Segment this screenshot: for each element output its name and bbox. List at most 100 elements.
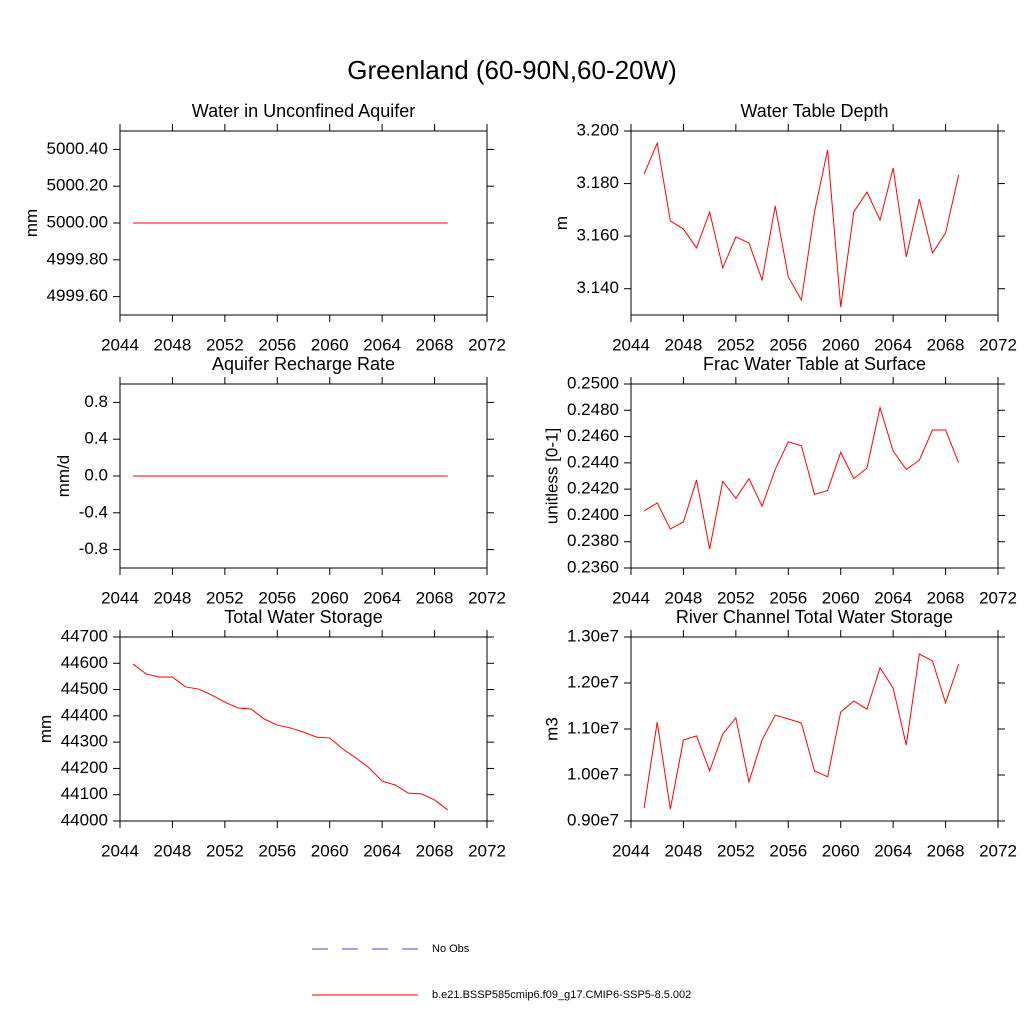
- panel-title: River Channel Total Water Storage: [676, 607, 953, 627]
- x-tick-label: 2064: [363, 841, 401, 860]
- x-tick-label: 2056: [258, 588, 296, 607]
- x-tick-label: 2060: [311, 335, 349, 354]
- x-tick-label: 2044: [101, 335, 139, 354]
- y-tick-label: 44600: [61, 653, 108, 672]
- y-tick-label: 44200: [61, 758, 108, 777]
- y-tick-label: 3.180: [576, 173, 619, 192]
- x-tick-label: 2060: [822, 588, 860, 607]
- x-tick-label: 2044: [612, 841, 650, 860]
- y-tick-label: 4999.60: [47, 286, 108, 305]
- x-tick-label: 2068: [927, 841, 965, 860]
- legend-label: b.e21.BSSP585cmip6.f09_g17.CMIP6-SSP5-8.…: [432, 989, 691, 1001]
- plot-frame: [630, 383, 999, 569]
- y-tick-label: 44500: [61, 679, 108, 698]
- data-line: [643, 141, 960, 308]
- y-tick-label: 0.90e7: [567, 810, 619, 829]
- x-tick-label: 2052: [717, 588, 755, 607]
- x-tick-label: 2044: [101, 841, 139, 860]
- x-tick-label: 2064: [363, 588, 401, 607]
- y-tick-label: 1.20e7: [567, 672, 619, 691]
- x-tick-label: 2044: [612, 588, 650, 607]
- y-tick-label: 0.2480: [567, 400, 619, 419]
- x-tick-label: 2068: [927, 588, 965, 607]
- x-tick-label: 2068: [416, 335, 454, 354]
- panel-title: Aquifer Recharge Rate: [212, 354, 395, 374]
- x-tick-label: 2056: [769, 588, 807, 607]
- plot-frame: [119, 130, 488, 316]
- y-tick-label: 5000.40: [47, 139, 108, 158]
- x-tick-label: 2064: [874, 841, 912, 860]
- plot-frame: [119, 383, 488, 569]
- data-line: [132, 663, 448, 811]
- x-tick-label: 2064: [363, 335, 401, 354]
- panel-title: Water in Unconfined Aquifer: [192, 101, 415, 121]
- y-tick-label: 4999.80: [47, 249, 108, 268]
- y-tick-label: -0.8: [79, 539, 108, 558]
- x-tick-label: 2048: [154, 588, 192, 607]
- x-tick-label: 2064: [874, 335, 912, 354]
- x-tick-label: 2060: [311, 841, 349, 860]
- y-tick-label: 3.200: [576, 120, 619, 139]
- x-tick-label: 2060: [311, 588, 349, 607]
- panel-title: Total Water Storage: [224, 607, 382, 627]
- x-tick-label: 2068: [416, 588, 454, 607]
- y-tick-label: 0.2500: [567, 373, 619, 392]
- x-tick-label: 2052: [717, 335, 755, 354]
- x-tick-label: 2044: [101, 588, 139, 607]
- y-tick-label: 1.00e7: [567, 764, 619, 783]
- y-axis-label: mm: [22, 209, 41, 237]
- plot-frame: [630, 130, 999, 316]
- x-tick-label: 2056: [769, 335, 807, 354]
- x-tick-label: 2072: [468, 841, 506, 860]
- y-tick-label: 0.4: [84, 429, 108, 448]
- y-axis-label: mm/d: [54, 455, 73, 498]
- x-tick-label: 2048: [665, 335, 703, 354]
- data-line: [643, 653, 960, 810]
- y-tick-label: -0.4: [79, 502, 108, 521]
- x-tick-label: 2048: [154, 841, 192, 860]
- y-tick-label: 44100: [61, 784, 108, 803]
- x-tick-label: 2068: [927, 335, 965, 354]
- y-tick-label: 0.2440: [567, 452, 619, 471]
- x-tick-label: 2052: [206, 588, 244, 607]
- x-tick-label: 2072: [979, 588, 1017, 607]
- plot-frame: [630, 636, 999, 822]
- figure-title: Greenland (60-90N,60-20W): [347, 55, 677, 85]
- y-tick-label: 0.2380: [567, 531, 619, 550]
- y-tick-label: 0.2460: [567, 426, 619, 445]
- x-tick-label: 2064: [874, 588, 912, 607]
- x-tick-label: 2056: [258, 335, 296, 354]
- y-axis-label: unitless [0-1]: [542, 428, 561, 524]
- y-tick-label: 3.160: [576, 226, 619, 245]
- x-tick-label: 2072: [979, 841, 1017, 860]
- legend-label: No Obs: [432, 943, 470, 955]
- y-tick-label: 0.2360: [567, 557, 619, 576]
- x-tick-label: 2052: [206, 841, 244, 860]
- y-tick-label: 0.0: [84, 465, 108, 484]
- x-tick-label: 2072: [468, 588, 506, 607]
- y-axis-label: m: [552, 216, 571, 230]
- y-tick-label: 44300: [61, 732, 108, 751]
- y-tick-label: 1.10e7: [567, 718, 619, 737]
- x-tick-label: 2048: [665, 841, 703, 860]
- y-tick-label: 0.2400: [567, 505, 619, 524]
- data-line: [643, 405, 960, 550]
- y-axis-label: mm: [36, 715, 55, 743]
- y-tick-label: 44400: [61, 705, 108, 724]
- y-tick-label: 1.30e7: [567, 626, 619, 645]
- y-tick-label: 0.8: [84, 392, 108, 411]
- x-tick-label: 2052: [717, 841, 755, 860]
- x-tick-label: 2044: [612, 335, 650, 354]
- x-tick-label: 2056: [769, 841, 807, 860]
- y-tick-label: 44000: [61, 810, 108, 829]
- panel-title: Water Table Depth: [740, 101, 888, 121]
- y-tick-label: 5000.20: [47, 176, 108, 195]
- x-tick-label: 2072: [468, 335, 506, 354]
- y-axis-label: m3: [542, 717, 561, 741]
- x-tick-label: 2052: [206, 335, 244, 354]
- y-tick-label: 0.2420: [567, 479, 619, 498]
- plot-frame: [119, 636, 488, 822]
- x-tick-label: 2068: [416, 841, 454, 860]
- x-tick-label: 2060: [822, 841, 860, 860]
